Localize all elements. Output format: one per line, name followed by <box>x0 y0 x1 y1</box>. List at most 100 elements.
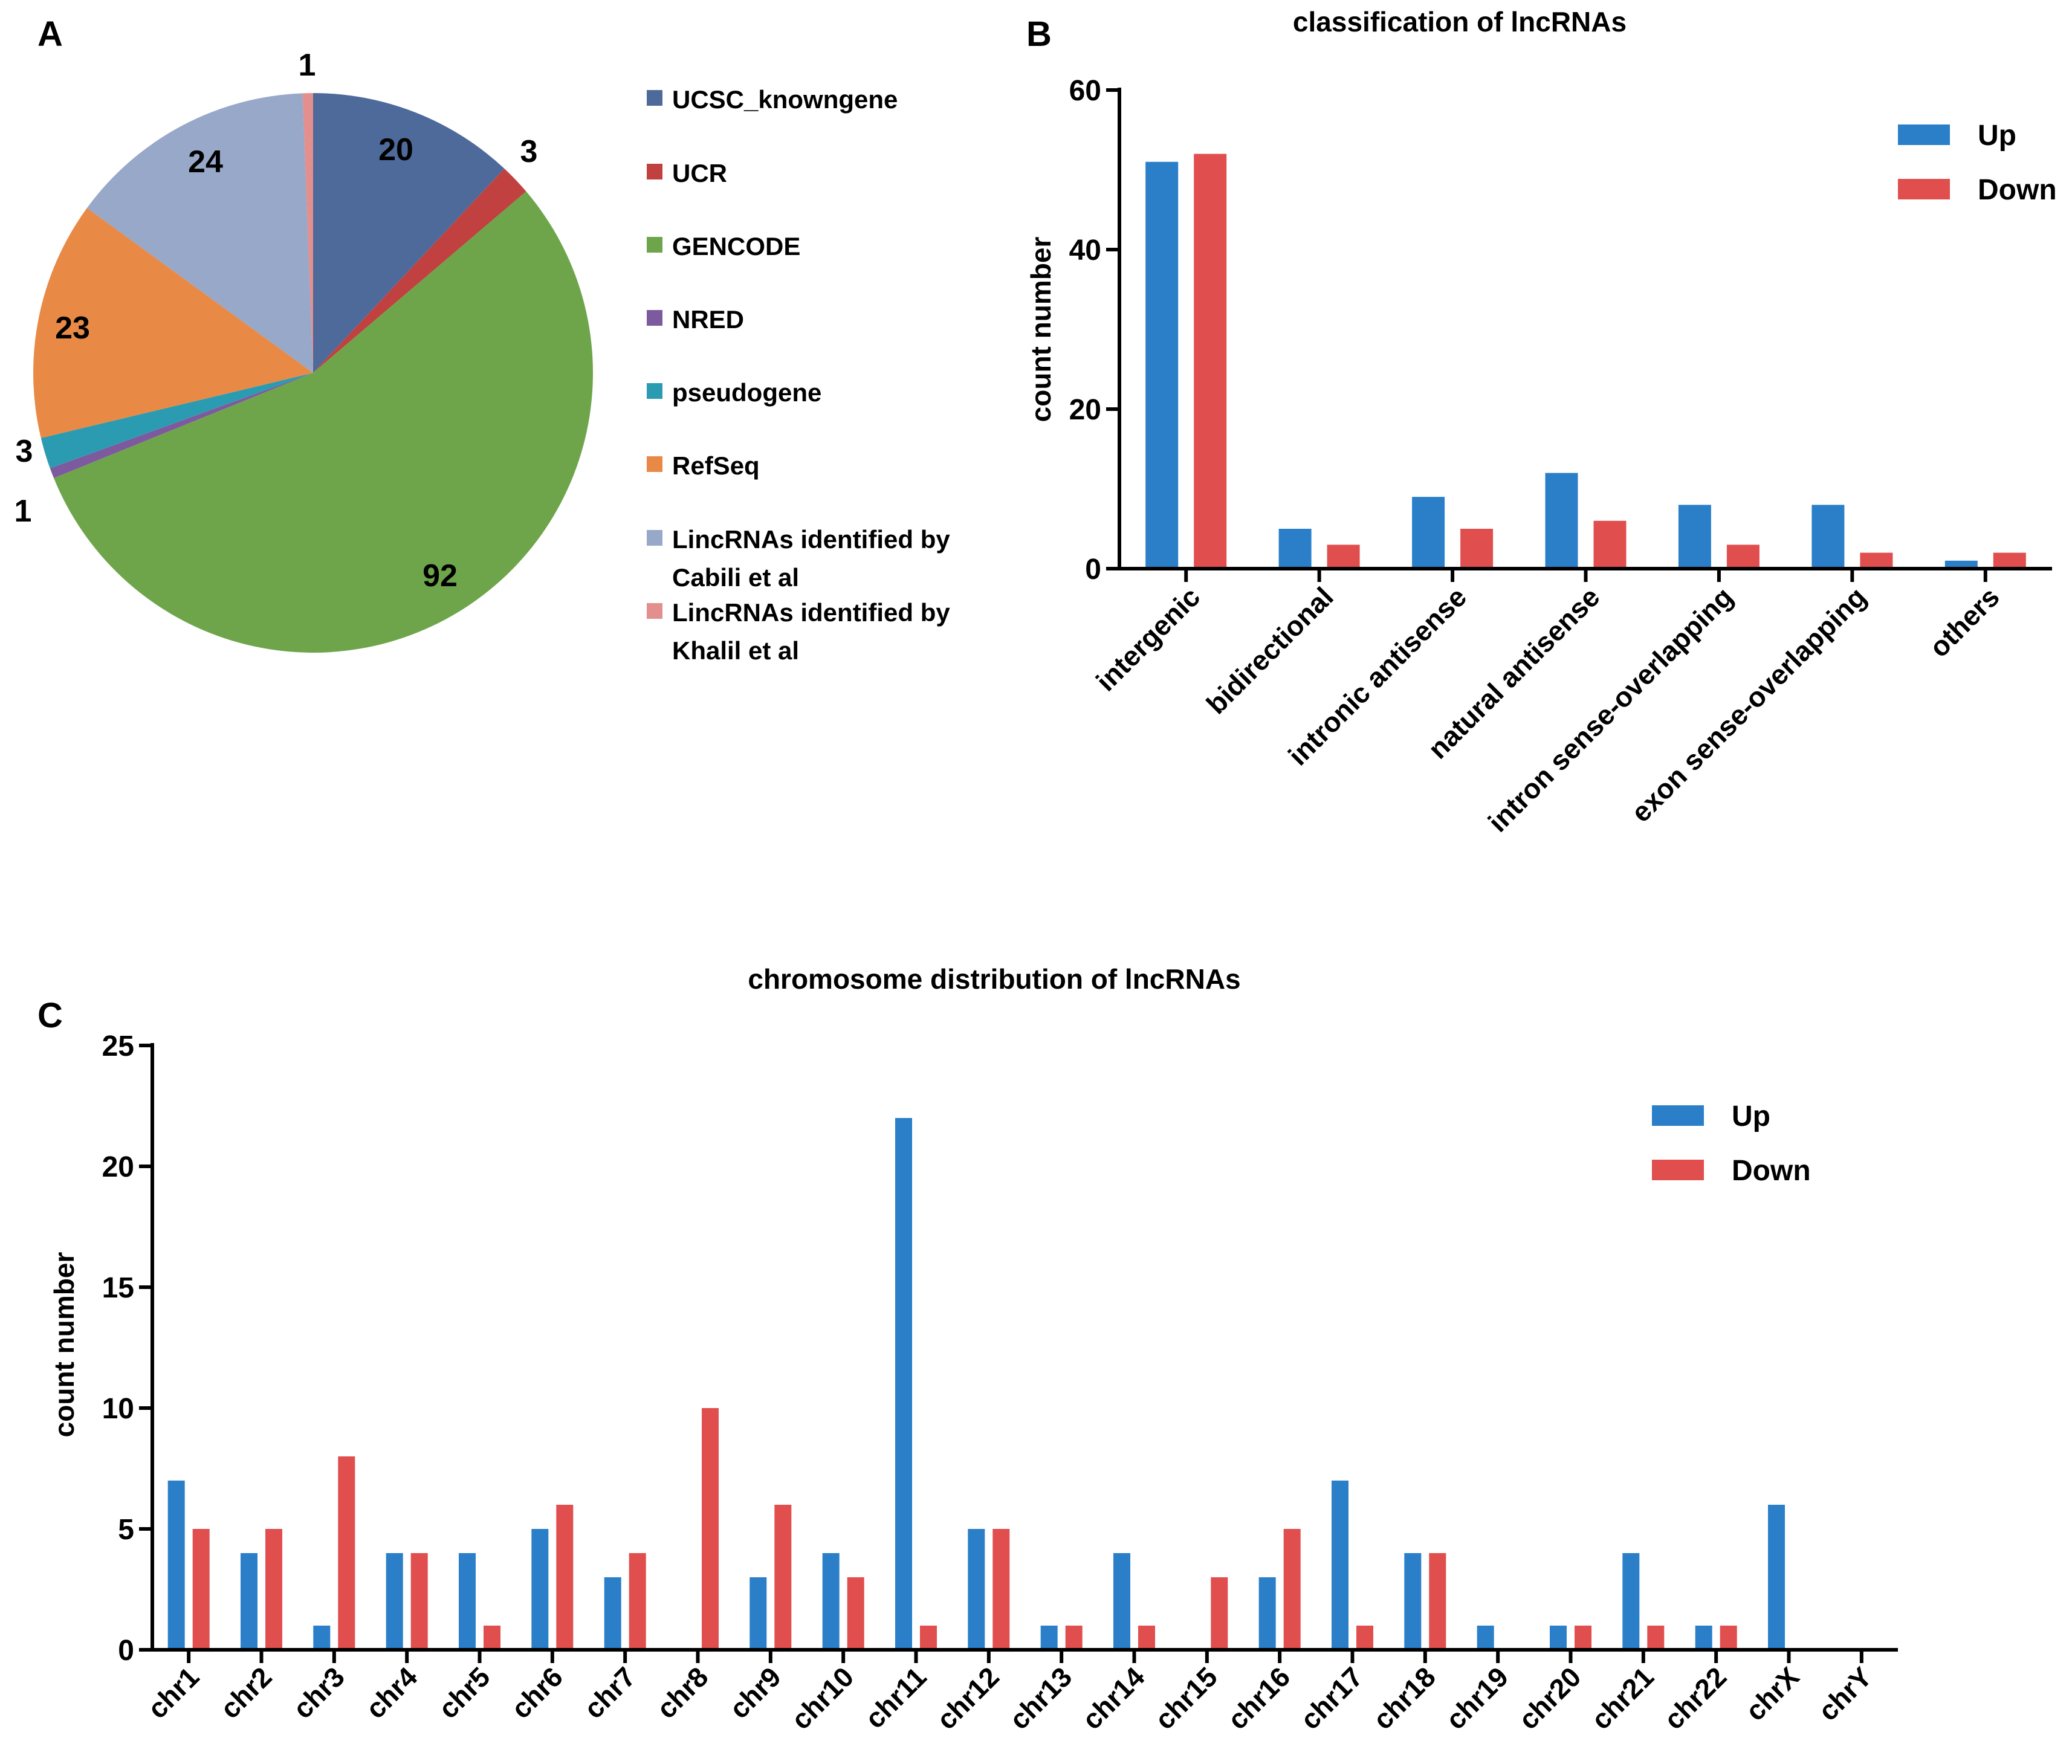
chart-c-category-label-chr4: chr4 <box>360 1661 424 1725</box>
chart-c-bar-down-chr15 <box>1211 1577 1228 1648</box>
panel-letter-b: B <box>1026 15 1052 54</box>
legend-label-lincrnas-identified-by-khalil-et-al-line2: Khalil et al <box>672 636 799 665</box>
chart-c-bar-down-chr5 <box>484 1626 500 1648</box>
chart-b-bar-up-others <box>1944 560 1978 567</box>
chart-c-bar-up-chr3 <box>313 1626 331 1648</box>
chart-c-category-label-chr6: chr6 <box>505 1661 568 1724</box>
chart-c-bar-down-chr4 <box>410 1553 428 1648</box>
legend-label-pseudogene: pseudogene <box>672 378 821 407</box>
chart-c-category-label-chr13: chr13 <box>1003 1661 1078 1736</box>
pie-label-gencode: 92 <box>422 558 458 593</box>
chart-b-legend-swatch-up <box>1898 124 1950 145</box>
chart-b-bar-up-bidirectional <box>1278 529 1312 567</box>
legend-label-nred: NRED <box>672 305 744 334</box>
legend-label-gencode: GENCODE <box>672 232 800 260</box>
chart-c-y-tick-label-15: 15 <box>102 1272 134 1304</box>
legend-label-lincrnas-identified-by-khalil-et-al-line1: LincRNAs identified by <box>672 598 950 627</box>
chart-c-bar-up-chr19 <box>1477 1626 1494 1648</box>
legend-swatch-gencode <box>647 237 662 253</box>
chart-c-y-tick-label-20: 20 <box>102 1151 134 1183</box>
chart-c-category-label-chr16: chr16 <box>1222 1661 1297 1736</box>
chart-b-bar-down-natural-antisense <box>1593 520 1627 567</box>
chart-c-bar-up-chr1 <box>167 1481 185 1648</box>
chart-b-category-label-intergenic: intergenic <box>1090 581 1206 697</box>
chart-c-bar-up-chr2 <box>241 1553 257 1648</box>
pie-label-nred: 1 <box>15 494 32 529</box>
chart-c-category-label-chr15: chr15 <box>1148 1661 1223 1736</box>
chart-c-category-label-chr17: chr17 <box>1294 1661 1369 1736</box>
chart-c-bar-up-chr7 <box>604 1577 621 1648</box>
pie-slice-nred <box>50 373 313 479</box>
chart-b-category-label-intron-sense-overlapping: intron sense-overlapping <box>1482 581 1739 838</box>
pie-label-pseudogene: 3 <box>16 434 33 469</box>
chart-c-bar-up-chr18 <box>1404 1553 1422 1648</box>
chart-b-y-tick-label-60: 60 <box>1069 75 1101 107</box>
chart-b-legend-label-down: Down <box>1978 174 2057 206</box>
pie-slice-lincrnas-identified-by-khalil-et-al <box>302 93 313 373</box>
chart-c-bar-down-chr3 <box>338 1456 355 1648</box>
chart-c-category-label-chr21: chr21 <box>1585 1661 1660 1736</box>
chart-c-bar-up-chr20 <box>1550 1626 1567 1648</box>
chart-c-category-label-chr7: chr7 <box>578 1661 641 1724</box>
chart-b-bar-up-natural-antisense <box>1545 473 1578 567</box>
chart-c-bar-up-chr6 <box>531 1529 549 1648</box>
chart-c-category-label-chr1: chr1 <box>141 1661 205 1724</box>
chart-c-bar-up-chr21 <box>1622 1553 1640 1648</box>
legend-swatch-ucsc-knowngene <box>647 90 662 106</box>
chart-b-y-tick-label-20: 20 <box>1069 394 1101 426</box>
chart-c-bar-down-chr12 <box>992 1529 1010 1648</box>
chart-c-bar-up-chr12 <box>968 1529 985 1648</box>
chart-c-category-label-chr10: chr10 <box>785 1661 860 1736</box>
pie-slice-gencode <box>54 191 593 653</box>
chart-c-bar-down-chr21 <box>1647 1626 1665 1648</box>
chart-c-bar-down-chr11 <box>920 1626 937 1648</box>
chart-c-bar-down-chr17 <box>1356 1626 1373 1648</box>
chart-c-category-label-chry: chrY <box>1812 1661 1878 1727</box>
legend-swatch-refseq <box>647 456 662 472</box>
chart-c-category-label-chr20: chr20 <box>1512 1661 1587 1736</box>
chart-c-bar-down-chr8 <box>702 1408 719 1648</box>
chart-c-y-axis-label: count number <box>48 1252 80 1438</box>
pie-label-ucr: 3 <box>520 134 538 169</box>
panel-letter-c: C <box>37 996 63 1035</box>
chart-c-y-tick-label-0: 0 <box>118 1635 134 1667</box>
legend-label-lincrnas-identified-by-cabili-et-al-line2: Cabili et al <box>672 563 799 592</box>
chart-b-y-tick-label-40: 40 <box>1069 234 1101 267</box>
chart-c-bar-down-chr7 <box>629 1553 646 1648</box>
chart-c-legend-swatch-down <box>1652 1160 1704 1180</box>
chart-b-bar-up-exon-sense-overlapping <box>1811 505 1845 567</box>
chart-c-category-label-chr3: chr3 <box>287 1661 350 1724</box>
pie-slice-lincrnas-identified-by-cabili-et-al <box>86 93 313 373</box>
chart-b-bar-down-intron-sense-overlapping <box>1726 544 1760 567</box>
legend-swatch-nred <box>647 310 662 326</box>
chart-b-category-label-exon-sense-overlapping: exon sense-overlapping <box>1625 581 1872 828</box>
chart-c-title: chromosome distribution of lncRNAs <box>748 963 1240 995</box>
pie-legend: UCSC_knowngene UCR GENCODE NRED pseudogene Re… <box>647 85 950 665</box>
chart-c-bar-up-chr14 <box>1113 1553 1130 1648</box>
chart-c-bar-down-chr22 <box>1720 1626 1737 1648</box>
legend-label-refseq: RefSeq <box>672 451 760 480</box>
chart-c-bar-up-chr10 <box>822 1553 840 1648</box>
chart-c-bar-up-chr11 <box>895 1118 912 1648</box>
chart-b-bar-down-bidirectional <box>1327 544 1360 567</box>
pie-value-labels: 20 3 92 1 3 23 24 1 <box>15 48 538 593</box>
chart-c-legend-label-down: Down <box>1732 1155 1811 1187</box>
chart-b-bar-down-intergenic <box>1194 153 1227 567</box>
chart-c-y-tick-label-5: 5 <box>118 1514 134 1546</box>
chart-c-bar-down-chr2 <box>265 1529 282 1648</box>
legend-label-lincrnas-identified-by-cabili-et-al-line1: LincRNAs identified by <box>672 525 950 554</box>
pie-slice-refseq <box>33 208 314 438</box>
chart-b-title: classification of lncRNAs <box>1293 6 1627 37</box>
chart-b-bar-up-intronic-antisense <box>1412 497 1445 567</box>
legend-swatch-lincrnas-identified-by-khalil-et-al <box>647 603 662 619</box>
chart-b-axes <box>1118 88 2052 570</box>
legend-swatch-lincrnas-identified-by-cabili-et-al <box>647 530 662 546</box>
chart-c-category-label-chr2: chr2 <box>214 1661 277 1724</box>
chart-c-bar-down-chr1 <box>192 1529 210 1648</box>
chart-b-bar-down-exon-sense-overlapping <box>1860 552 1893 567</box>
chart-c-category-label-chr8: chr8 <box>650 1661 714 1724</box>
legend-swatch-ucr <box>647 164 662 179</box>
